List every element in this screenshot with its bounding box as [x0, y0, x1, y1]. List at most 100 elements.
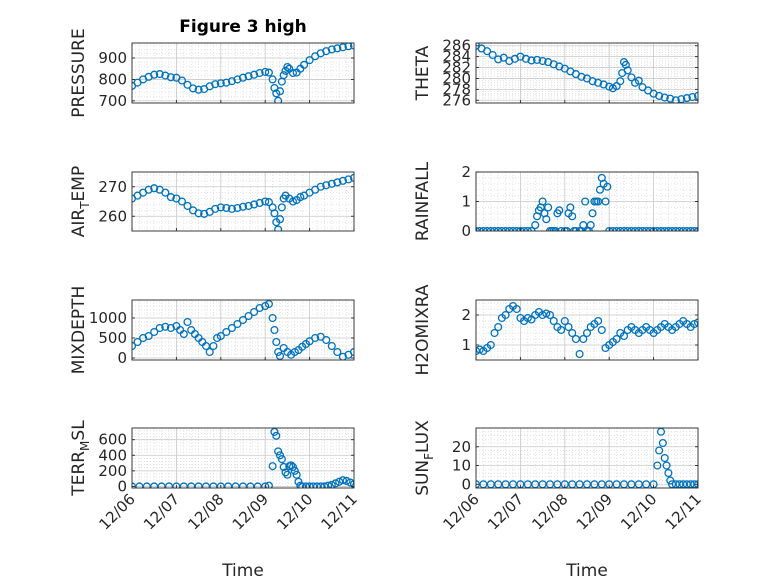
data-point	[268, 313, 277, 323]
data-point	[523, 313, 532, 323]
data-point	[292, 470, 301, 479]
data-point	[555, 206, 564, 215]
data-point	[335, 477, 344, 486]
data-point	[322, 335, 331, 345]
data-point	[671, 96, 680, 103]
data-point	[238, 315, 248, 325]
y-tick-label: 0	[461, 222, 471, 240]
data-point	[538, 56, 547, 66]
minor-grid	[132, 300, 354, 360]
data-point	[660, 453, 669, 463]
data-point	[566, 203, 575, 212]
data-point	[275, 87, 285, 96]
data-point	[324, 481, 333, 488]
data-point	[166, 73, 175, 82]
data-point	[238, 202, 248, 211]
data-point	[270, 209, 279, 218]
y-axis-label: MIXDEPTH	[69, 286, 89, 375]
data-point	[586, 221, 595, 230]
data-point	[264, 198, 273, 207]
data-point	[557, 325, 566, 335]
data-point	[479, 226, 488, 231]
data-point	[494, 55, 503, 64]
data-point	[575, 349, 584, 359]
data-point	[183, 80, 192, 89]
data-point	[305, 56, 314, 65]
data-point	[560, 316, 569, 326]
data-point	[664, 468, 673, 478]
data-point	[209, 341, 218, 351]
data-point	[250, 200, 259, 209]
y-axis-label: TERRMSL	[69, 420, 92, 497]
data-point	[505, 226, 514, 231]
data-point	[150, 327, 159, 337]
data-point	[690, 226, 698, 231]
data-point	[327, 341, 336, 351]
data-point	[233, 203, 242, 213]
data-point	[227, 77, 236, 86]
data-point	[582, 328, 592, 338]
data-point	[494, 322, 503, 332]
data-point	[581, 197, 590, 206]
major-grid	[476, 43, 698, 103]
data-point	[638, 226, 647, 231]
minor-grid	[132, 428, 354, 488]
data-point	[333, 178, 342, 187]
data-point	[274, 96, 283, 103]
data-point	[501, 310, 510, 320]
data-point	[216, 203, 225, 212]
axes-box	[131, 42, 355, 104]
data-point	[296, 193, 305, 202]
data-series	[132, 428, 354, 488]
y-tick-label: 200	[98, 462, 127, 480]
y-tick-label: 20	[452, 438, 471, 456]
data-point	[155, 70, 164, 79]
data-point	[290, 466, 299, 475]
axes-box	[475, 427, 699, 489]
data-point	[568, 328, 577, 338]
data-point	[155, 323, 164, 333]
data-point	[538, 197, 547, 206]
data-point	[344, 43, 353, 51]
data-point	[261, 482, 270, 488]
data-point	[327, 179, 336, 188]
data-point	[557, 226, 566, 231]
data-point	[194, 85, 203, 94]
data-point	[349, 173, 354, 182]
y-tick-label: 1	[461, 336, 471, 354]
y-tick-label: 800	[98, 70, 127, 88]
minor-grid	[132, 43, 354, 103]
data-point	[299, 60, 309, 69]
data-point	[272, 431, 281, 440]
data-point	[594, 316, 603, 326]
y-tick-label: 500	[98, 329, 127, 347]
data-point	[268, 462, 277, 471]
data-point	[595, 185, 604, 194]
data-point	[682, 226, 691, 231]
y-tick-label: 600	[98, 431, 127, 449]
y-tick-label: 0	[117, 477, 127, 495]
data-series	[476, 173, 698, 231]
data-point	[631, 226, 640, 231]
data-point	[603, 182, 612, 191]
data-point	[250, 70, 259, 79]
data-point	[288, 197, 298, 206]
data-point	[612, 334, 621, 344]
data-point	[144, 331, 153, 341]
data-point	[486, 226, 495, 231]
axes-box	[131, 171, 355, 232]
data-point	[516, 226, 525, 231]
subplot-h2omixra: 1 2 H2OMIXRA	[413, 284, 699, 376]
data-point	[281, 468, 290, 477]
data-point	[634, 76, 643, 85]
data-point	[608, 226, 617, 231]
y-tick-label: 700	[98, 92, 127, 110]
data-point	[275, 451, 285, 460]
data-point	[666, 94, 675, 103]
axes-box	[131, 299, 355, 361]
data-point	[268, 75, 277, 84]
data-point	[320, 482, 329, 488]
data-point	[588, 77, 597, 86]
y-tick-label: 400	[98, 446, 127, 464]
